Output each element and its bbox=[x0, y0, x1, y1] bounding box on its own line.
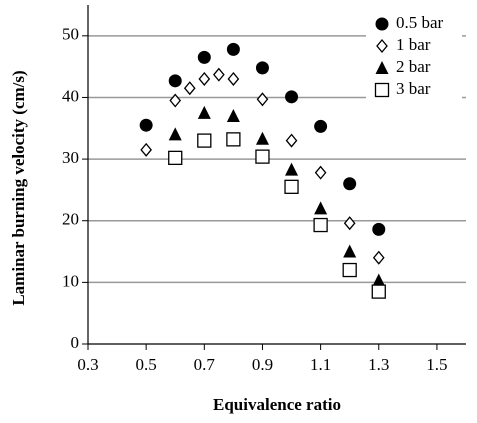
marker bbox=[314, 119, 328, 133]
legend-label: 0.5 bar bbox=[396, 13, 444, 32]
legend-marker bbox=[375, 17, 389, 31]
legend-marker bbox=[376, 38, 388, 54]
marker bbox=[255, 131, 269, 145]
y-tick-label: 30 bbox=[62, 148, 79, 167]
marker bbox=[168, 150, 183, 166]
legend-marker bbox=[375, 61, 389, 74]
legend-label: 1 bar bbox=[396, 35, 431, 54]
y-tick-label: 10 bbox=[62, 271, 79, 290]
y-tick-label: 0 bbox=[71, 333, 80, 352]
marker bbox=[168, 74, 182, 88]
marker bbox=[285, 90, 299, 104]
marker bbox=[197, 133, 212, 148]
marker bbox=[227, 71, 240, 86]
x-tick-label: 1.1 bbox=[310, 355, 331, 374]
marker bbox=[372, 273, 386, 287]
y-tick-label: 20 bbox=[62, 210, 79, 229]
marker bbox=[197, 105, 211, 119]
marker bbox=[284, 179, 299, 194]
legend: 0.5 bar 1 bar 2 bar 3 bar bbox=[366, 10, 462, 106]
x-tick-label: 0.7 bbox=[194, 355, 216, 374]
marker bbox=[343, 216, 356, 231]
marker bbox=[342, 262, 357, 278]
marker bbox=[198, 71, 211, 86]
y-tick-label: 50 bbox=[62, 25, 79, 44]
marker bbox=[372, 222, 386, 236]
marker bbox=[256, 92, 269, 107]
x-tick-label: 1.3 bbox=[368, 355, 389, 374]
x-tick-label: 0.3 bbox=[77, 355, 98, 374]
marker bbox=[255, 149, 270, 164]
legend-label: 2 bar bbox=[396, 57, 431, 76]
marker bbox=[314, 201, 328, 215]
marker bbox=[343, 177, 357, 191]
marker bbox=[140, 142, 152, 157]
marker bbox=[226, 132, 241, 147]
marker bbox=[168, 127, 182, 141]
marker bbox=[139, 118, 153, 132]
legend-marker bbox=[374, 82, 390, 98]
x-tick-label: 0.5 bbox=[136, 355, 157, 374]
marker bbox=[255, 61, 269, 75]
legend-label: 3 bar bbox=[396, 79, 431, 98]
marker bbox=[226, 42, 240, 56]
x-tick-label: 1.5 bbox=[426, 355, 447, 374]
marker bbox=[343, 244, 357, 258]
marker bbox=[371, 284, 386, 299]
x-axis-title: Equivalence ratio bbox=[213, 395, 341, 414]
marker bbox=[285, 162, 299, 176]
marker bbox=[314, 165, 327, 180]
marker bbox=[313, 217, 328, 233]
y-tick-label: 40 bbox=[62, 86, 79, 105]
marker bbox=[213, 67, 225, 82]
marker bbox=[197, 50, 211, 64]
marker bbox=[169, 93, 182, 108]
x-tick-label: 0.9 bbox=[252, 355, 273, 374]
y-axis-title: Laminar burning velocity (cm/s) bbox=[9, 70, 28, 305]
marker bbox=[285, 133, 298, 148]
marker bbox=[226, 108, 240, 122]
marker bbox=[183, 81, 196, 96]
marker bbox=[372, 250, 385, 265]
